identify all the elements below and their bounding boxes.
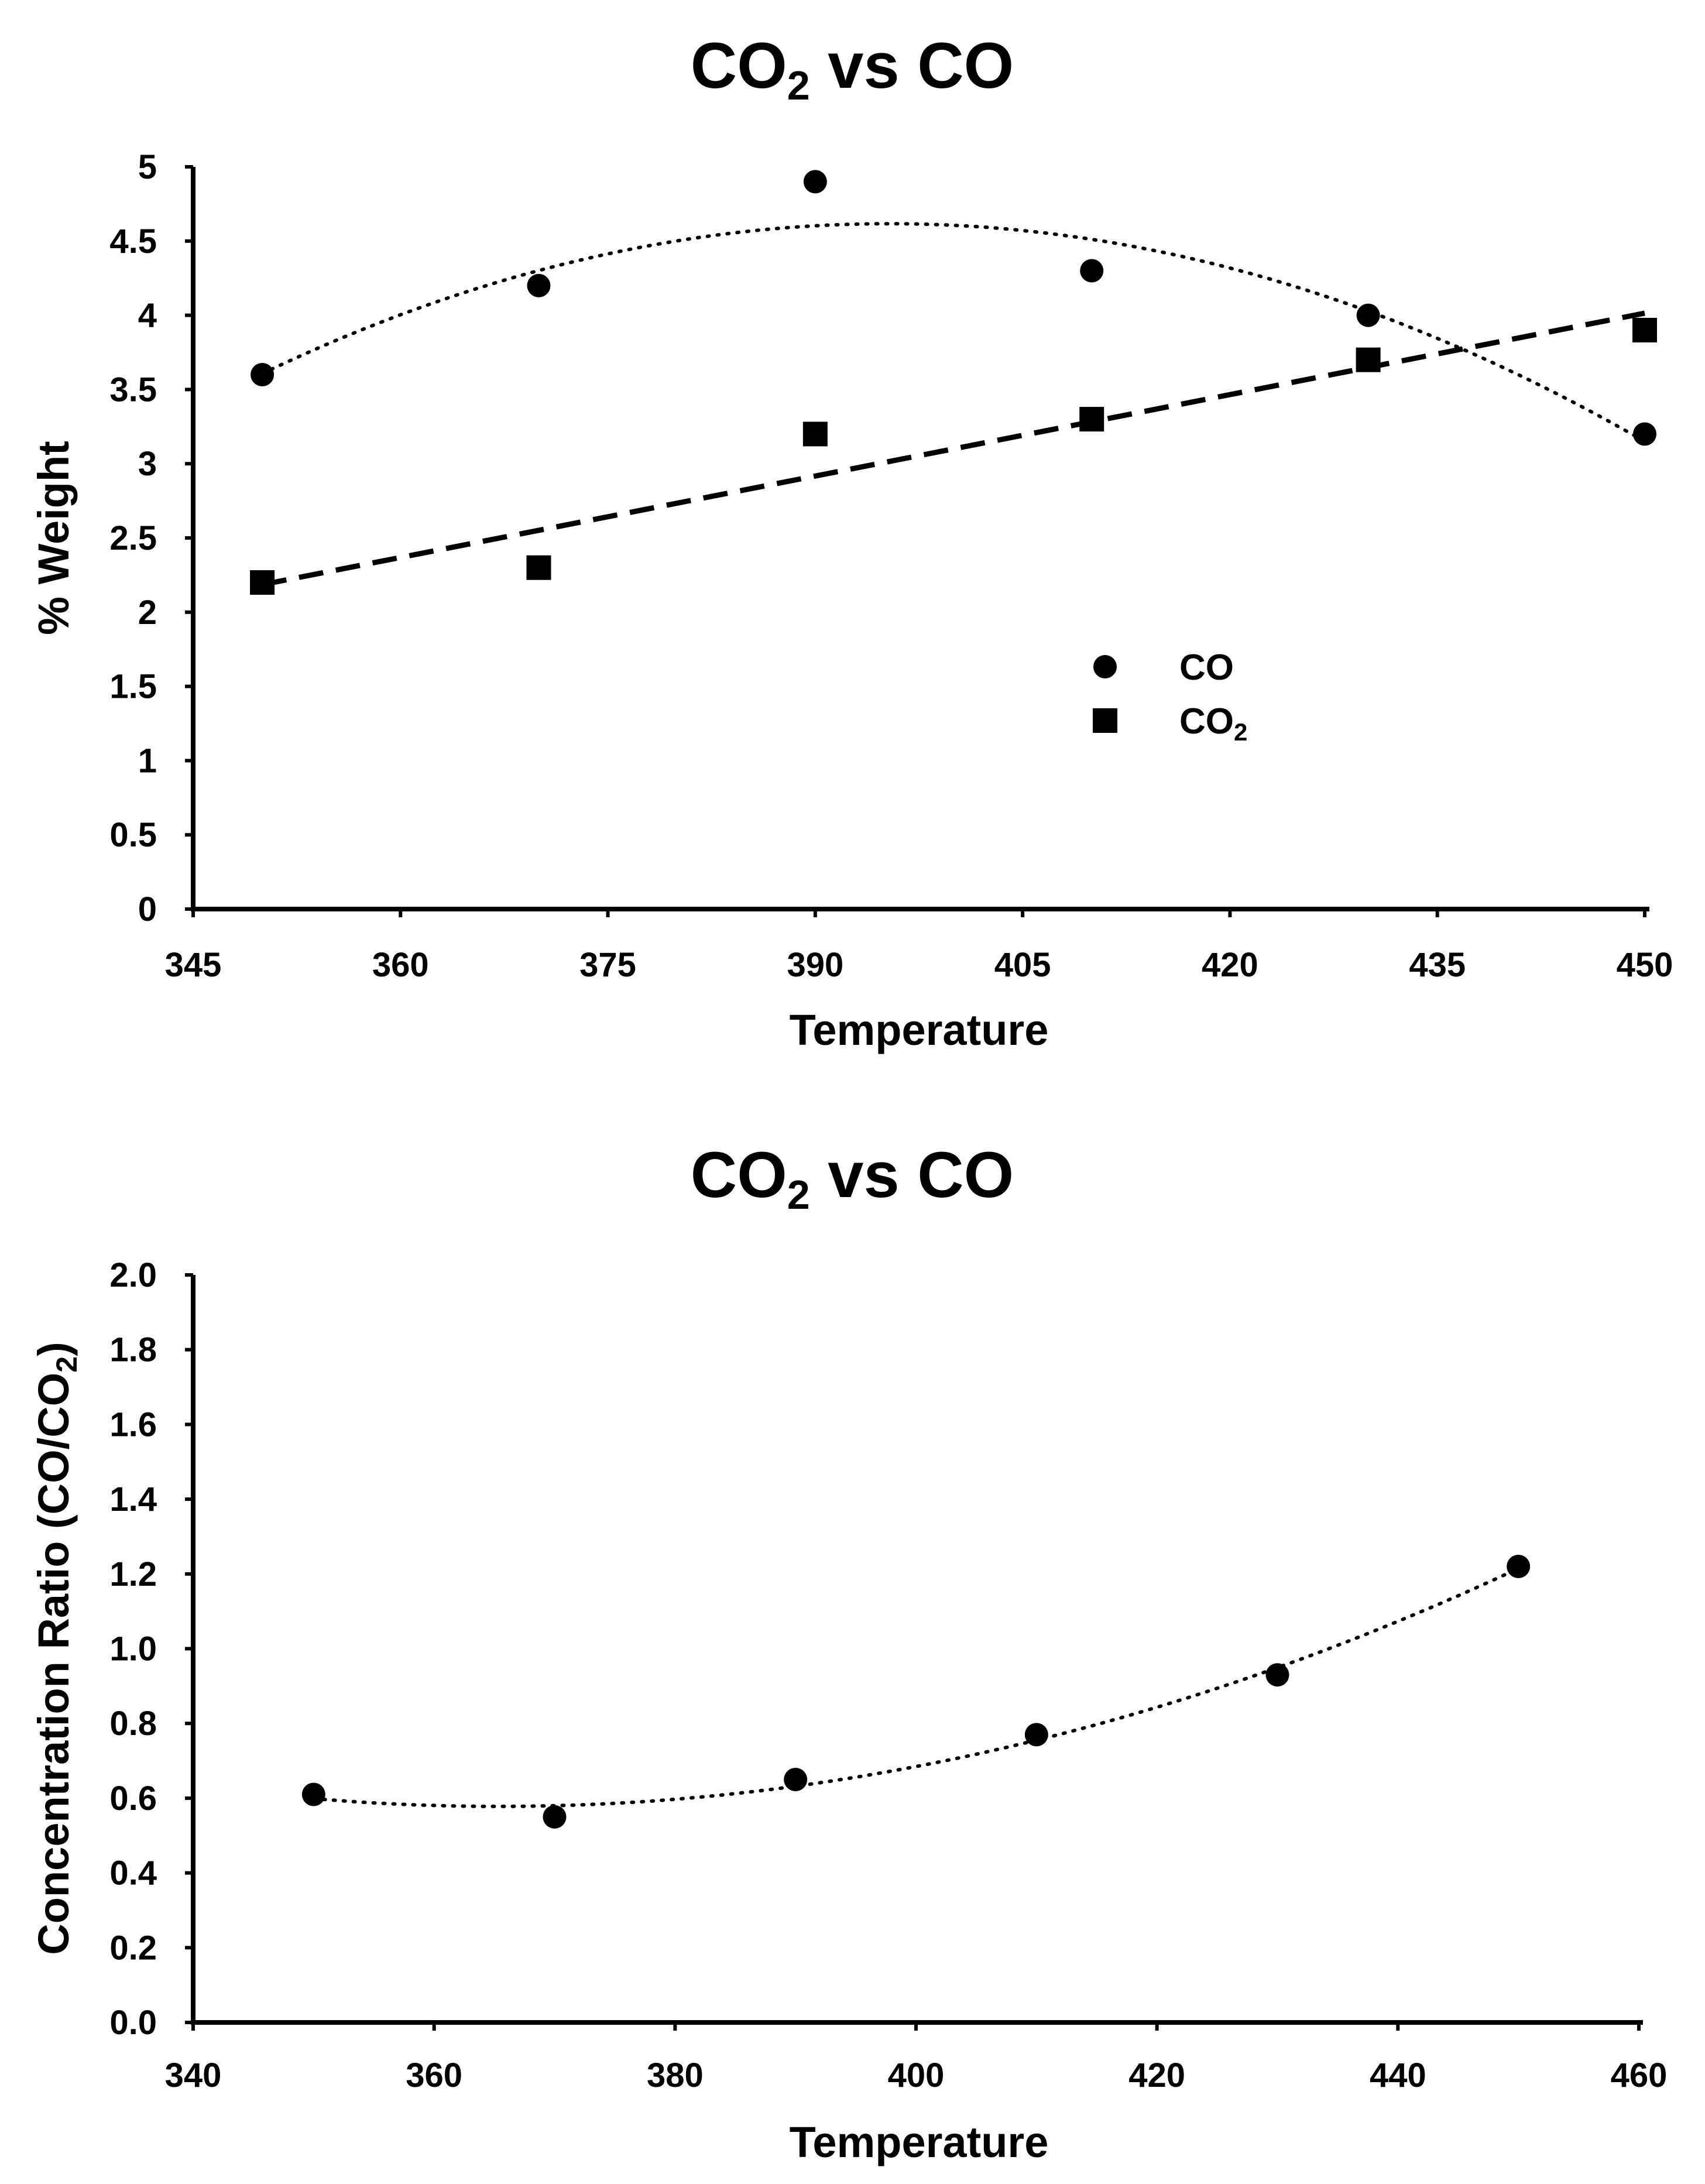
y-tick-label: 5	[138, 148, 157, 186]
data-point-circle	[251, 363, 275, 387]
y-tick-label: 3.5	[109, 371, 157, 409]
data-point-circle	[1507, 1555, 1531, 1579]
data-point-circle	[301, 1782, 325, 1806]
trendline-polynomial	[260, 222, 1646, 444]
y-tick-label: 0.5	[109, 816, 157, 854]
data-point-square	[250, 570, 275, 595]
chart-1-x-axis-title: Temperature	[790, 1006, 1049, 1054]
x-tick-label: 400	[888, 2056, 945, 2094]
legend-label-co2: CO2	[1179, 701, 1247, 746]
x-tick-label: 420	[1128, 2056, 1185, 2094]
y-tick-label: 1.6	[109, 1405, 157, 1444]
x-tick-label: 380	[647, 2056, 704, 2094]
x-tick-label: 450	[1617, 946, 1673, 984]
legend-marker-co	[1093, 655, 1117, 678]
y-tick-label: 2.0	[109, 1256, 157, 1294]
chart-1-markers	[250, 170, 1657, 595]
y-tick-label: 0	[138, 890, 157, 928]
y-tick-label: 0.2	[109, 1929, 157, 1967]
trendline-linear	[262, 310, 1645, 588]
x-tick-label: 340	[165, 2056, 222, 2094]
data-point-square	[1632, 317, 1657, 342]
y-tick-label: 1.2	[109, 1555, 157, 1593]
x-tick-label: 345	[165, 946, 222, 984]
x-tick-label: 375	[579, 946, 636, 984]
data-point-square	[1356, 347, 1381, 372]
data-point-circle	[784, 1767, 808, 1791]
data-point-circle	[1024, 1723, 1048, 1747]
chart-1-legend: CO CO2	[1093, 647, 1247, 746]
x-tick-label: 360	[372, 946, 429, 984]
chart-2-trendline	[311, 1566, 1521, 1808]
data-point-circle	[543, 1805, 567, 1829]
chart-2-x-ticks: 340 360 380 400 420 440 460	[165, 2022, 1668, 2094]
data-point-circle	[1265, 1663, 1289, 1687]
data-point-circle	[803, 170, 827, 194]
data-point-square	[802, 421, 828, 447]
data-point-circle	[1080, 259, 1104, 283]
data-point-circle	[527, 273, 551, 297]
chart-1-x-ticks: 345 360 375 390 405 420 435 450	[165, 909, 1673, 984]
y-tick-label: 1	[138, 742, 157, 780]
y-tick-label: 1.5	[109, 668, 157, 706]
data-point-circle	[1633, 422, 1656, 446]
legend-label-co: CO	[1179, 647, 1234, 688]
chart-2: CO2 vs CO 0.0 0.2 0.4 0.6 0.8 1.0 1.2 1.4 1.6 1.8…	[29, 1139, 1667, 2166]
x-tick-label: 440	[1370, 2056, 1426, 2094]
y-tick-label: 2	[138, 594, 157, 632]
chart-2-title: CO2 vs CO	[691, 1139, 1014, 1218]
chart-2-y-axis-title: Concentration Ratio (CO/CO2)	[29, 1342, 83, 1955]
chart-1-y-ticks: 0 0.5 1 1.5 2 2.5 3 3.5 4 4.5 5	[109, 148, 193, 928]
y-tick-label: 0.4	[109, 1854, 157, 1892]
x-tick-label: 420	[1202, 946, 1258, 984]
y-tick-label: 3	[138, 445, 157, 483]
y-tick-label: 4.5	[109, 222, 157, 260]
y-tick-label: 0.8	[109, 1705, 157, 1743]
y-tick-label: 1.0	[109, 1630, 157, 1668]
x-tick-label: 390	[787, 946, 843, 984]
y-tick-label: 4	[138, 297, 157, 335]
data-point-square	[526, 555, 551, 580]
x-tick-label: 460	[1611, 2056, 1668, 2094]
y-tick-label: 1.4	[109, 1480, 157, 1518]
data-point-square	[1079, 407, 1104, 432]
y-tick-label: 0.6	[109, 1780, 157, 1818]
y-tick-label: 0.0	[109, 2004, 157, 2042]
y-tick-label: 1.8	[109, 1331, 157, 1369]
chart-2-y-ticks: 0.0 0.2 0.4 0.6 0.8 1.0 1.2 1.4 1.6 1.8 2.0	[109, 1256, 193, 2042]
legend-marker-co2	[1093, 708, 1117, 733]
chart-2-markers	[301, 1555, 1531, 1829]
chart-1-title: CO2 vs CO	[691, 30, 1014, 108]
x-tick-label: 435	[1409, 946, 1466, 984]
data-point-circle	[1356, 303, 1380, 327]
x-tick-label: 360	[406, 2056, 462, 2094]
chart-1: CO2 vs CO 0 0.5 1 1.5 2 2.5 3 3.5 4 4.5 5 345 360 37…	[29, 30, 1673, 1054]
chart-1-y-axis-title: % Weight	[29, 441, 78, 635]
trendline-polynomial	[311, 1566, 1521, 1808]
x-tick-label: 405	[994, 946, 1051, 984]
chart-2-x-axis-title: Temperature	[790, 2118, 1049, 2166]
chart-1-trendlines	[260, 222, 1646, 588]
y-tick-label: 2.5	[109, 519, 157, 557]
